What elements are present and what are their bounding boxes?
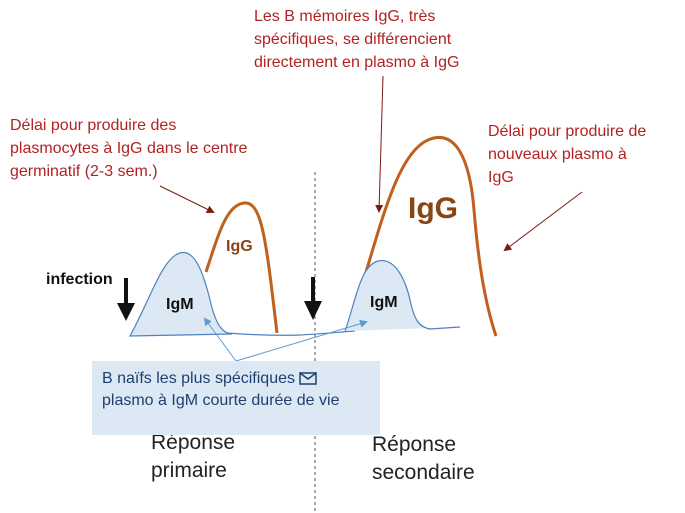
left-note-arrow — [159, 185, 215, 213]
naive-b-callout: B naïfs les plus spécifiques plasmo à Ig… — [92, 361, 380, 435]
callout-arrow-primary — [203, 317, 237, 362]
igg-primary-label: IgG — [226, 238, 253, 255]
infection-arrow-secondary — [304, 277, 322, 320]
right-note-arrow — [503, 191, 583, 252]
new-plasma-delay-note: Délai pour produire de nouveaux plasmo à… — [488, 123, 647, 186]
infection-arrow-primary — [117, 278, 135, 321]
callout-text-end: plasmo à IgM courte durée de vie — [102, 392, 340, 409]
igm-secondary-label: IgM — [370, 294, 398, 311]
memory-b-note: Les B mémoires IgG, très spécifiques, se… — [254, 8, 460, 71]
callout-text-start: B naïfs les plus spécifiques — [102, 370, 300, 387]
baseline — [209, 330, 356, 336]
infection-label: infection — [46, 271, 113, 288]
igg-primary-curve — [204, 201, 279, 334]
top-note-arrow — [375, 75, 384, 213]
igm-secondary-hump — [344, 260, 461, 332]
germinal-center-delay-note: Délai pour produire des plasmocytes à Ig… — [10, 117, 248, 180]
secondary-response-label: Réponse secondaire — [372, 433, 475, 484]
envelope-icon — [299, 372, 318, 385]
callout-arrow-secondary — [235, 319, 368, 362]
igg-secondary-curve — [364, 136, 498, 337]
primary-response-label: Réponse primaire — [151, 431, 236, 482]
igg-secondary-label: IgG — [408, 192, 458, 225]
igm-primary-hump — [128, 251, 233, 337]
igm-primary-label: IgM — [166, 296, 194, 313]
